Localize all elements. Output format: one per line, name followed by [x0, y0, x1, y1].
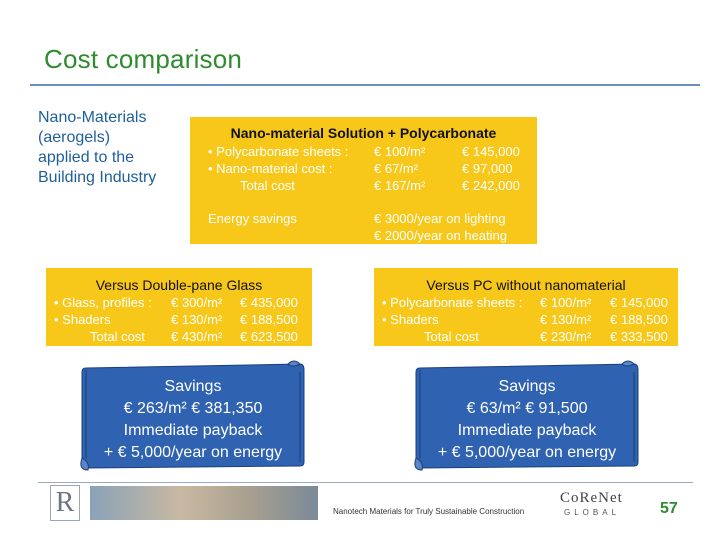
- savings-scroll-left-shape: [80, 360, 305, 471]
- total-cost-total: € 333,500: [610, 329, 668, 344]
- cost-label: • Glass, profiles :: [54, 295, 152, 310]
- savings-heading: Savings: [498, 378, 556, 395]
- description-line: applied to the: [38, 149, 135, 166]
- cost-unit: € 100/m²: [540, 295, 592, 310]
- page-number: 57: [660, 500, 678, 517]
- cost-label: • Polycarbonate sheets :: [382, 295, 523, 310]
- double-pane-title: Versus Double-pane Glass: [95, 277, 263, 293]
- double-pane-box: Versus Double-pane Glass • Glass, profil…: [46, 268, 312, 346]
- savings-scroll-right-shape: [414, 360, 639, 471]
- cost-total: € 97,000: [462, 161, 513, 176]
- cost-unit: € 130/m²: [171, 312, 223, 327]
- total-cost-label: Total cost: [424, 329, 479, 344]
- corenet-logo: CoReNet GLOBAL: [560, 488, 636, 520]
- cost-total: € 188,500: [240, 312, 298, 327]
- corenet-subtitle: GLOBAL: [564, 508, 621, 517]
- title-divider: [30, 84, 700, 86]
- cost-total: € 435,000: [240, 295, 298, 310]
- r-logo-icon: R: [50, 485, 80, 521]
- total-cost-total: € 242,000: [462, 178, 520, 193]
- cost-label: • Shaders: [54, 312, 111, 327]
- cost-unit: € 130/m²: [540, 312, 592, 327]
- savings-heading: Savings: [164, 378, 222, 395]
- energy-savings-text: + € 5,000/year on energy: [103, 444, 283, 461]
- total-cost-unit: € 430/m²: [171, 329, 223, 344]
- footer-tagline: Nanotech Materials for Truly Sustainable…: [333, 507, 525, 516]
- pc-without-nano-box: Versus PC without nanomaterial • Polycar…: [374, 268, 678, 346]
- energy-savings-text: + € 5,000/year on energy: [437, 444, 617, 461]
- cost-label: • Nano-material cost :: [208, 161, 333, 176]
- cost-unit: € 300/m²: [171, 295, 223, 310]
- energy-savings-value: € 2000/year on heating: [374, 228, 507, 243]
- savings-left-text: Savings € 263/m² € 381,350 Immediate pay…: [82, 376, 304, 464]
- footer-divider: [38, 482, 693, 483]
- total-cost-unit: € 167/m²: [374, 178, 426, 193]
- nano-solution-box: Nano-material Solution + Polycarbonate •…: [190, 117, 537, 244]
- payback-text: Immediate payback: [457, 422, 597, 439]
- savings-amounts: € 63/m² € 91,500: [466, 400, 588, 417]
- slide-title: Cost comparison: [44, 44, 243, 74]
- cost-total: € 145,000: [462, 144, 520, 159]
- description-text: Nano-Materials (aerogels) applied to the…: [38, 108, 178, 188]
- description-line: Nano-Materials: [38, 109, 147, 126]
- total-cost-unit: € 230/m²: [540, 329, 592, 344]
- savings-amounts: € 263/m² € 381,350: [123, 400, 263, 417]
- cost-unit: € 100/m²: [374, 144, 426, 159]
- total-cost-total: € 623,500: [240, 329, 298, 344]
- cost-total: € 145,000: [610, 295, 668, 310]
- cost-label: • Shaders: [382, 312, 439, 327]
- description-line: Building Industry: [38, 169, 157, 186]
- construction-photo: [90, 486, 318, 520]
- corenet-name: CoReNet: [560, 490, 623, 506]
- energy-savings-label: Energy savings: [208, 211, 297, 226]
- savings-right-text: Savings € 63/m² € 91,500 Immediate payba…: [416, 376, 638, 464]
- total-cost-label: Total cost: [240, 178, 295, 193]
- pc-without-nano-title: Versus PC without nanomaterial: [426, 277, 626, 293]
- total-cost-label: Total cost: [90, 329, 145, 344]
- payback-text: Immediate payback: [123, 422, 263, 439]
- cost-total: € 188,500: [610, 312, 668, 327]
- cost-label: • Polycarbonate sheets :: [208, 144, 349, 159]
- cost-unit: € 67/m²: [374, 161, 419, 176]
- nano-solution-title: Nano-material Solution + Polycarbonate: [230, 125, 497, 141]
- description-line: (aerogels): [38, 129, 111, 146]
- energy-savings-value: € 3000/year on lighting: [374, 211, 506, 226]
